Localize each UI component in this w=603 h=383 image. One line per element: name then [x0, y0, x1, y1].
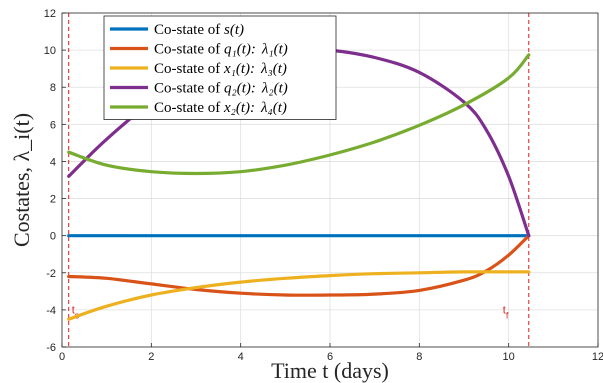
x-tick-label: 2	[148, 351, 154, 363]
legend-entry-5: Co-state of x₂(t): λ₄(t)	[154, 100, 287, 116]
x-tick-label: 4	[238, 351, 244, 363]
x-tick-label: 0	[59, 351, 65, 363]
legend: Co-state of s(t)Co-state of q₁(t): λ₁(t)C…	[103, 15, 337, 120]
y-axis-title: Costates, λ_i(t)	[9, 113, 34, 247]
y-tick-label: 10	[44, 45, 56, 57]
x-axis-title: Time t (days)	[271, 358, 389, 383]
legend-entry-prefix: Co-state of	[154, 100, 224, 116]
ticks: 0 2 4 6 8 10 12 -6 -4 -2 0 2 4 6 8 10 12	[44, 8, 603, 363]
legend-entry-variable: x₂(t):	[223, 100, 255, 116]
legend-entry-costate: λ₂(t)	[261, 81, 288, 97]
y-tick-label: -2	[46, 268, 56, 280]
event-label-subscript: f	[506, 311, 509, 321]
y-tick-label: 6	[50, 119, 56, 131]
legend-entry-variable: q₁(t):	[224, 42, 256, 58]
x-tick-label: 12	[592, 351, 603, 363]
legend-entry-3: Co-state of x₁(t): λ₃(t)	[154, 61, 287, 77]
legend-entry-prefix: Co-state of	[154, 22, 224, 38]
legend-entry-variable: x₁(t):	[223, 61, 255, 77]
y-tick-label: 0	[50, 231, 56, 243]
legend-entry-2: Co-state of q₁(t): λ₁(t)	[154, 42, 288, 58]
legend-entry-variable: s(t)	[224, 22, 244, 38]
legend-entry-prefix: Co-state of	[154, 42, 224, 58]
y-tick-label: 2	[50, 194, 56, 206]
y-tick-label: 12	[44, 8, 56, 20]
y-tick-label: 4	[50, 156, 56, 168]
legend-entry-costate: λ₄(t)	[260, 100, 287, 116]
legend-entry-4: Co-state of q₂(t): λ₂(t)	[154, 81, 288, 97]
legend-entry-costate: λ₃(t)	[260, 61, 287, 77]
legend-entry-variable: q₂(t):	[224, 81, 256, 97]
legend-entry-costate: λ₁(t)	[261, 42, 288, 58]
legend-entry-prefix: Co-state of	[154, 81, 224, 97]
y-tick-label: 8	[50, 82, 56, 94]
x-tick-label: 6	[327, 351, 333, 363]
legend-entry-1: Co-state of s(t)	[154, 22, 244, 38]
series-line-3	[67, 270, 531, 321]
x-tick-label: 8	[416, 351, 422, 363]
series-line-5	[67, 53, 531, 176]
y-tick-label: -4	[46, 305, 56, 317]
x-tick-label: 10	[503, 351, 515, 363]
event-label-f: tf	[503, 305, 509, 321]
y-tick-label: -6	[46, 342, 56, 354]
legend-entry-prefix: Co-state of	[154, 61, 224, 77]
